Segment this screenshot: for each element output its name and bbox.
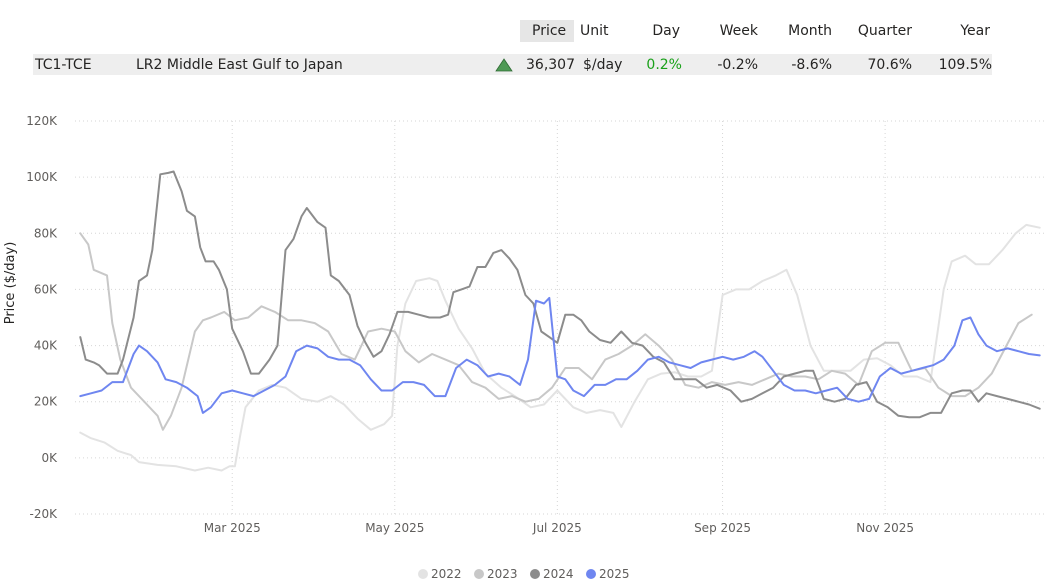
row-price: 36,307 (526, 57, 575, 73)
legend-label-2022: 2022 (431, 567, 462, 581)
series-line-2025 (79, 296, 1041, 414)
row-route: LR2 Middle East Gulf to Japan (136, 57, 343, 73)
chart-grid (75, 120, 1045, 515)
y-axis-ticks: -20K 0K 20K 40K 60K 80K 100K 120K (26, 114, 58, 521)
x-axis-ticks: Mar 2025 May 2025 Jul 2025 Sep 2025 Nov 2025 (204, 521, 914, 535)
table-row[interactable] (33, 54, 992, 75)
x-tick-label: Mar 2025 (204, 521, 261, 535)
y-tick-label: 60K (34, 282, 58, 296)
series-line-2022 (79, 223, 1041, 472)
y-tick-label: 120K (26, 114, 58, 128)
legend-marker-2025 (586, 569, 596, 579)
price-header-highlight (520, 20, 574, 42)
header-week[interactable]: Week (719, 23, 758, 39)
y-axis-title: Price ($/day) (3, 242, 18, 325)
legend-label-2024: 2024 (543, 567, 574, 581)
x-tick-label: Sep 2025 (694, 521, 751, 535)
legend-marker-2024 (530, 569, 540, 579)
legend-marker-2023 (474, 569, 484, 579)
row-day-change: 0.2% (646, 57, 682, 73)
row-unit: $/day (583, 57, 623, 73)
y-tick-label: 20K (34, 395, 58, 409)
chart-series (79, 170, 1041, 472)
header-unit[interactable]: Unit (580, 23, 609, 39)
row-year-change: 109.5% (938, 57, 992, 73)
row-week-change: -0.2% (717, 57, 758, 73)
row-code: TC1-TCE (35, 57, 92, 73)
legend-label-2023: 2023 (487, 567, 518, 581)
trend-up-icon (495, 58, 513, 72)
y-tick-label: 80K (34, 226, 58, 240)
legend: 2022 2023 2024 2025 (418, 567, 630, 581)
x-tick-label: Nov 2025 (856, 521, 914, 535)
header-price[interactable]: Price (532, 23, 567, 39)
y-tick-label: 0K (41, 451, 58, 465)
row-month-change: -8.6% (791, 57, 832, 73)
header-day[interactable]: Day (652, 23, 680, 39)
y-tick-label: -20K (30, 507, 59, 521)
series-line-2023 (79, 232, 1033, 431)
header-quarter[interactable]: Quarter (857, 23, 912, 39)
y-tick-label: 40K (34, 339, 58, 353)
header-month[interactable]: Month (788, 23, 832, 39)
series-line-2024 (79, 170, 1041, 419)
header-year[interactable]: Year (960, 23, 990, 39)
row-quarter-change: 70.6% (867, 57, 912, 73)
x-tick-label: May 2025 (365, 521, 424, 535)
x-tick-label: Jul 2025 (532, 521, 582, 535)
legend-marker-2022 (418, 569, 428, 579)
y-tick-label: 100K (26, 170, 58, 184)
legend-label-2025: 2025 (599, 567, 630, 581)
